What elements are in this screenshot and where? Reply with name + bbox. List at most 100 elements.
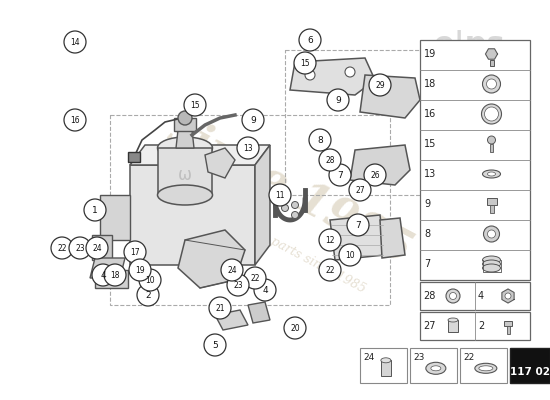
Ellipse shape — [426, 362, 446, 374]
Bar — [490, 205, 493, 213]
Ellipse shape — [487, 172, 496, 176]
Text: 23: 23 — [75, 244, 85, 253]
Circle shape — [178, 111, 192, 125]
Text: 117 02: 117 02 — [510, 367, 550, 377]
Circle shape — [294, 52, 316, 74]
Circle shape — [86, 237, 108, 259]
Ellipse shape — [157, 185, 212, 205]
Text: 5: 5 — [212, 341, 218, 350]
Bar — [420, 282, 530, 310]
Ellipse shape — [482, 264, 501, 272]
Bar — [507, 326, 509, 334]
Text: 22: 22 — [325, 266, 335, 275]
Polygon shape — [290, 58, 375, 95]
Ellipse shape — [448, 318, 458, 322]
Polygon shape — [176, 130, 194, 148]
Text: 4: 4 — [262, 286, 268, 295]
Text: 27: 27 — [423, 321, 436, 331]
Text: 17: 17 — [130, 248, 140, 257]
Circle shape — [254, 279, 276, 301]
Circle shape — [69, 237, 91, 259]
Circle shape — [339, 244, 361, 266]
Ellipse shape — [431, 366, 441, 371]
Circle shape — [237, 137, 259, 159]
Text: 12: 12 — [325, 236, 335, 245]
Polygon shape — [215, 310, 248, 330]
Text: 7: 7 — [355, 221, 361, 230]
Circle shape — [364, 164, 386, 186]
Text: 15: 15 — [190, 101, 200, 110]
Circle shape — [299, 29, 321, 51]
Circle shape — [309, 129, 331, 151]
Ellipse shape — [381, 358, 391, 363]
Bar — [420, 40, 530, 280]
Polygon shape — [360, 75, 420, 118]
Text: 4: 4 — [478, 291, 484, 301]
Circle shape — [282, 204, 289, 212]
Text: 28: 28 — [325, 156, 335, 165]
Text: 14: 14 — [70, 38, 80, 47]
Text: 20: 20 — [290, 324, 300, 333]
Text: 22: 22 — [57, 244, 67, 253]
Ellipse shape — [487, 79, 497, 89]
Text: 1: 1 — [92, 206, 98, 215]
Text: 10: 10 — [145, 276, 155, 285]
Ellipse shape — [485, 107, 498, 121]
Text: e|ps: e|ps — [434, 30, 506, 60]
Text: 9: 9 — [250, 116, 256, 125]
Ellipse shape — [487, 230, 496, 238]
Circle shape — [92, 264, 114, 286]
Bar — [360, 348, 407, 383]
Text: 24: 24 — [92, 244, 102, 253]
Text: a passion for parts since 1985: a passion for parts since 1985 — [192, 194, 367, 296]
Ellipse shape — [482, 260, 501, 268]
Text: 27: 27 — [355, 186, 365, 195]
Text: 24: 24 — [227, 266, 237, 275]
Circle shape — [269, 184, 291, 206]
Ellipse shape — [482, 75, 501, 93]
Bar — [448, 320, 458, 332]
Text: 15: 15 — [300, 59, 310, 68]
Text: 19: 19 — [424, 49, 436, 59]
Polygon shape — [486, 49, 498, 59]
Ellipse shape — [449, 292, 456, 300]
Text: 22: 22 — [463, 353, 474, 362]
Ellipse shape — [482, 170, 501, 178]
Polygon shape — [205, 148, 235, 178]
Circle shape — [284, 317, 306, 339]
Circle shape — [84, 199, 106, 221]
Circle shape — [64, 109, 86, 131]
Bar — [490, 144, 493, 152]
Circle shape — [319, 259, 341, 281]
Ellipse shape — [475, 363, 497, 373]
Text: 19: 19 — [135, 266, 145, 275]
Text: 29: 29 — [375, 81, 385, 90]
Polygon shape — [92, 235, 112, 260]
Text: 13: 13 — [243, 144, 253, 153]
Circle shape — [184, 94, 206, 116]
Bar — [460, 348, 507, 383]
Text: 28: 28 — [423, 291, 436, 301]
Bar — [487, 198, 497, 205]
Bar — [510, 348, 550, 383]
Text: 23: 23 — [413, 353, 425, 362]
Circle shape — [369, 74, 391, 96]
Circle shape — [329, 164, 351, 186]
Polygon shape — [255, 145, 270, 265]
Circle shape — [51, 237, 73, 259]
Text: 16: 16 — [424, 109, 436, 119]
Text: 10: 10 — [345, 251, 355, 260]
Text: 16: 16 — [70, 116, 80, 125]
Polygon shape — [100, 195, 130, 240]
Polygon shape — [248, 302, 270, 323]
Text: 9: 9 — [335, 96, 341, 105]
Text: ω: ω — [178, 166, 192, 184]
Bar — [504, 321, 512, 326]
Circle shape — [292, 202, 299, 208]
Polygon shape — [130, 165, 255, 265]
Ellipse shape — [482, 256, 501, 264]
Ellipse shape — [481, 104, 502, 124]
Text: 7: 7 — [337, 171, 343, 180]
Circle shape — [129, 259, 151, 281]
Polygon shape — [330, 215, 385, 260]
